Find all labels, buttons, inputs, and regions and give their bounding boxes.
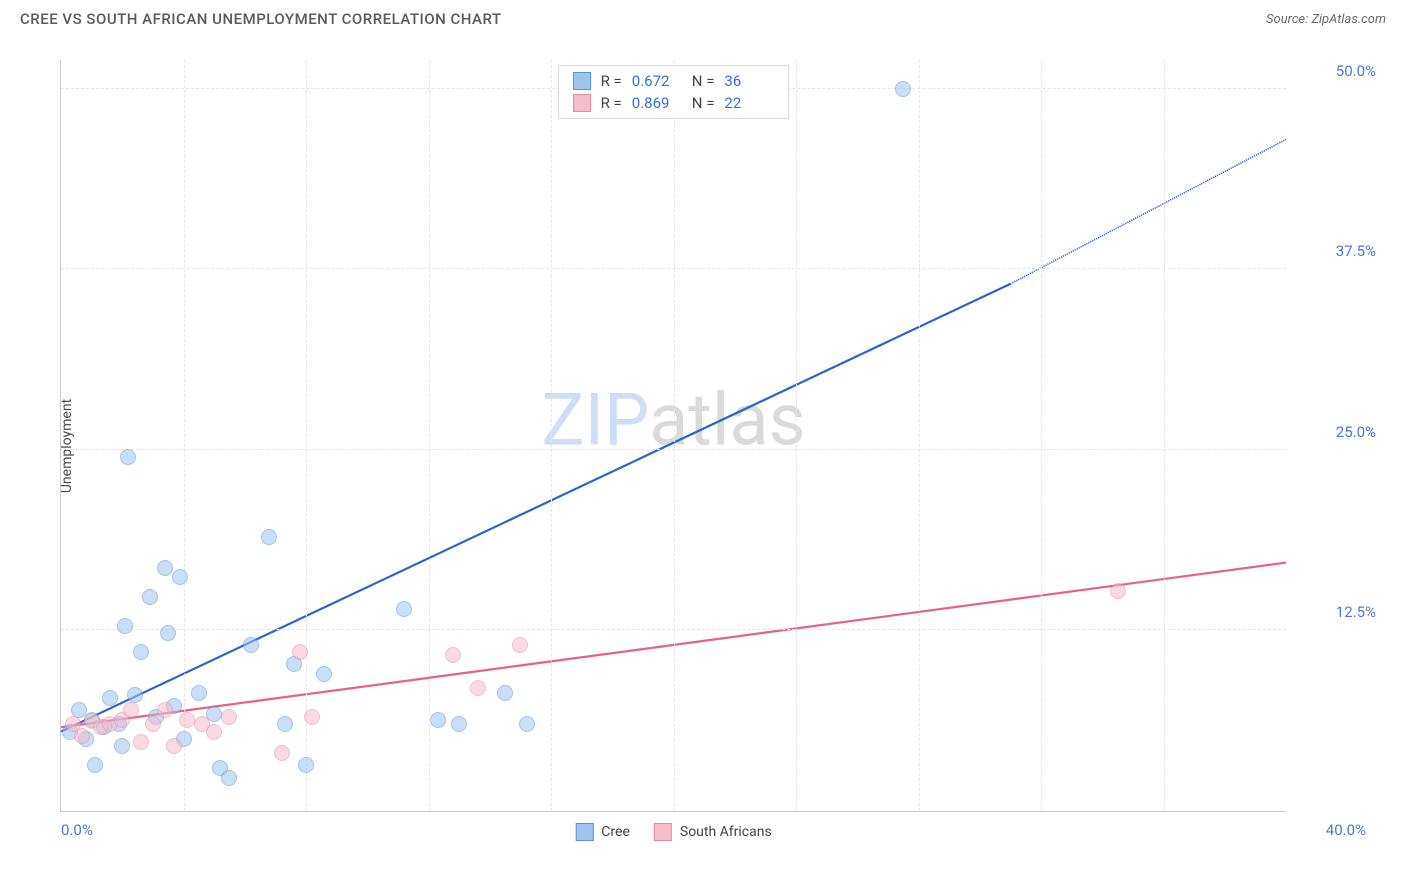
scatter-point (243, 637, 259, 653)
scatter-point (117, 618, 133, 634)
legend-item: South Africans (654, 823, 772, 841)
source-attribution: Source: ZipAtlas.com (1266, 12, 1386, 27)
scatter-point (445, 647, 461, 663)
y-axis-tick: 37.5% (1296, 242, 1376, 260)
scatter-point (221, 770, 237, 786)
scatter-point (396, 601, 412, 617)
x-axis-tick-start: 0.0% (61, 821, 93, 839)
n-value: 36 (724, 72, 774, 90)
watermark-part-a: ZIP (541, 378, 649, 463)
legend-label: South Africans (680, 824, 772, 840)
scatter-point (145, 716, 161, 732)
chart-header: CREE VS SOUTH AFRICAN UNEMPLOYMENT CORRE… (0, 0, 1406, 34)
v-gridline (551, 60, 552, 811)
legend-swatch (654, 823, 672, 841)
v-gridline (796, 60, 797, 811)
scatter-point (221, 709, 237, 725)
scatter-point (277, 716, 293, 732)
y-axis-tick: 50.0% (1296, 62, 1376, 80)
scatter-point (206, 724, 222, 740)
scatter-point (512, 637, 528, 653)
scatter-point (261, 529, 277, 545)
scatter-point (74, 728, 90, 744)
scatter-point (160, 625, 176, 641)
scatter-point (179, 712, 195, 728)
series-swatch (573, 94, 591, 112)
plot-area: ZIPatlas R = 0.672 N = 36 R = 0.869 N = … (60, 60, 1286, 812)
source-name: ZipAtlas.com (1311, 12, 1386, 27)
scatter-point (430, 712, 446, 728)
scatter-point (166, 738, 182, 754)
source-label: Source: (1266, 12, 1311, 27)
v-gridline (1041, 60, 1042, 811)
scatter-point (519, 716, 535, 732)
scatter-point (470, 680, 486, 696)
scatter-point (895, 81, 911, 97)
r-value: 0.672 (632, 72, 682, 90)
scatter-point (157, 560, 173, 576)
scatter-point (142, 589, 158, 605)
n-value: 22 (724, 94, 774, 112)
legend-swatch (575, 823, 593, 841)
v-gridline (306, 60, 307, 811)
v-gridline (674, 60, 675, 811)
scatter-point (292, 644, 308, 660)
scatter-point (133, 734, 149, 750)
scatter-point (172, 569, 188, 585)
scatter-point (133, 644, 149, 660)
v-gridline (1164, 60, 1165, 811)
chart-title: CREE VS SOUTH AFRICAN UNEMPLOYMENT CORRE… (20, 10, 502, 28)
r-value: 0.869 (632, 94, 682, 112)
correlation-stats-box: R = 0.672 N = 36 R = 0.869 N = 22 (558, 65, 790, 119)
series-swatch (573, 72, 591, 90)
scatter-point (316, 666, 332, 682)
scatter-point (1110, 583, 1126, 599)
v-gridline (919, 60, 920, 811)
scatter-point (114, 738, 130, 754)
r-label: R = (601, 94, 622, 112)
scatter-point (304, 709, 320, 725)
r-label: R = (601, 72, 622, 90)
scatter-point (102, 690, 118, 706)
chart-container: Unemployment ZIPatlas R = 0.672 N = 36 R… (50, 50, 1386, 842)
trend-line (61, 284, 1010, 732)
scatter-point (497, 685, 513, 701)
scatter-point (274, 745, 290, 761)
y-axis-tick: 12.5% (1296, 603, 1376, 621)
scatter-point (298, 757, 314, 773)
stats-row: R = 0.672 N = 36 (573, 70, 775, 92)
legend-item: Cree (575, 823, 630, 841)
n-label: N = (692, 94, 715, 112)
scatter-point (87, 757, 103, 773)
scatter-point (191, 685, 207, 701)
v-gridline (429, 60, 430, 811)
trend-line-extrapolated (1010, 139, 1286, 283)
stats-row: R = 0.869 N = 22 (573, 92, 775, 114)
x-axis-legend: Cree South Africans (575, 823, 771, 841)
legend-label: Cree (601, 824, 630, 840)
x-axis-tick-end: 40.0% (1296, 821, 1366, 839)
scatter-point (157, 702, 173, 718)
y-axis-tick: 25.0% (1296, 423, 1376, 441)
scatter-point (451, 716, 467, 732)
v-gridline (184, 60, 185, 811)
scatter-point (120, 449, 136, 465)
n-label: N = (692, 72, 715, 90)
scatter-point (123, 702, 139, 718)
